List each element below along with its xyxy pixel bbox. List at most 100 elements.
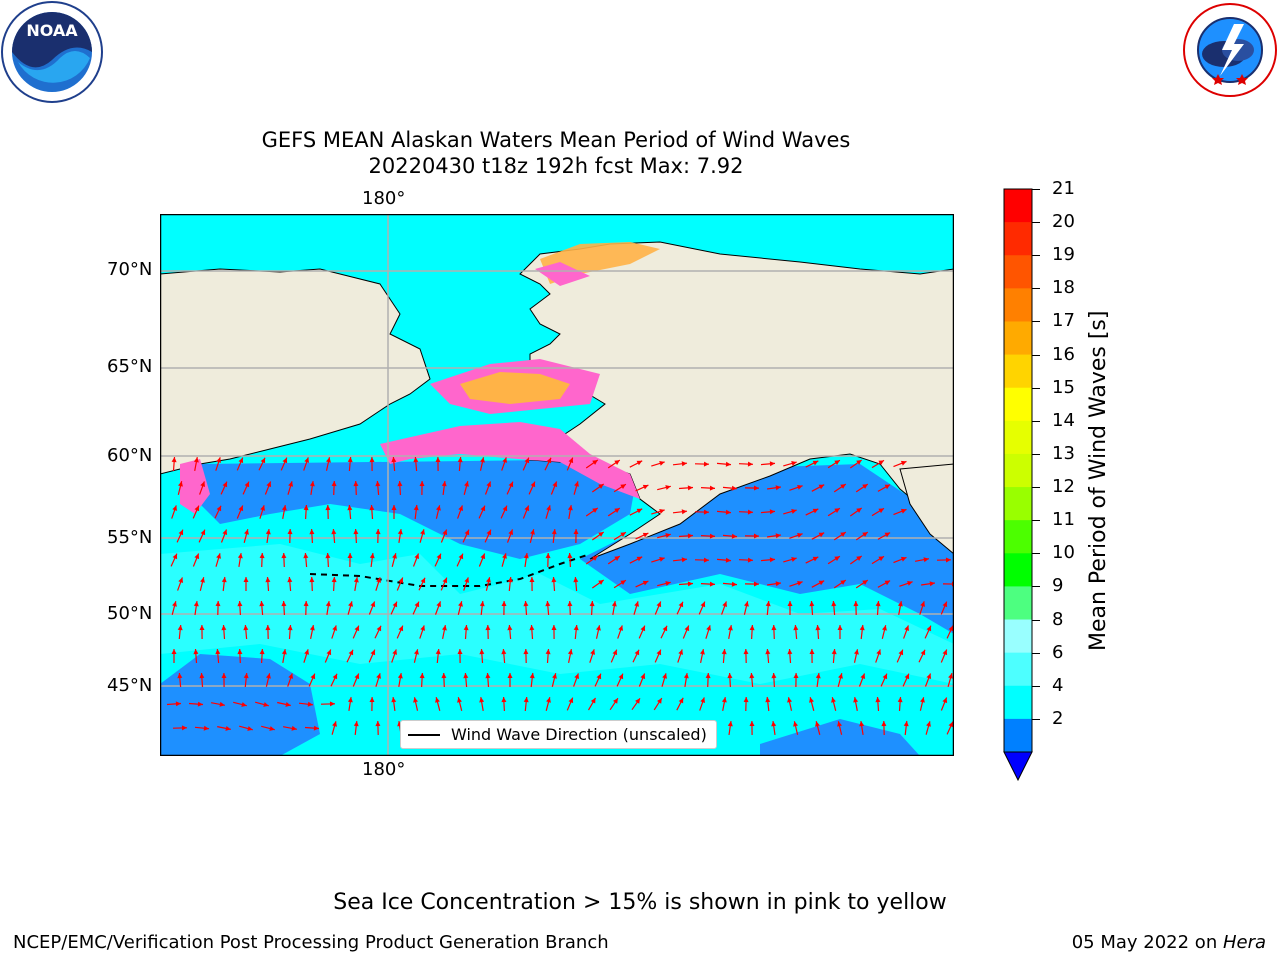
wind-wave-arrowhead <box>291 725 297 731</box>
wind-wave-arrowhead <box>642 484 649 490</box>
colorbar-tick-mark <box>1032 685 1040 687</box>
wind-wave-arrowhead <box>809 601 815 607</box>
wind-wave-arrowhead <box>731 533 737 539</box>
wind-wave-arrowhead <box>288 673 293 679</box>
wind-wave-arrowhead <box>598 484 604 489</box>
wind-wave-arrowhead <box>809 649 815 654</box>
wind-wave-arrowhead <box>797 581 803 586</box>
wind-wave-arrowhead <box>838 673 843 679</box>
wind-wave-arrowhead <box>634 649 640 656</box>
wind-wave-arrowhead <box>441 673 447 679</box>
wind-wave-arrowhead <box>596 673 602 680</box>
wind-wave-arrowhead <box>678 697 684 704</box>
wind-wave-arrowhead <box>793 625 799 631</box>
wind-wave-arrowhead <box>700 697 705 703</box>
wind-wave-arrowhead <box>769 461 775 467</box>
wind-wave-arrowhead <box>464 529 470 536</box>
lat-label-45: 45°N <box>107 675 153 696</box>
wind-wave-arrowhead <box>598 580 604 585</box>
wind-wave-arrows <box>166 456 954 736</box>
wind-wave-arrowhead <box>215 601 221 607</box>
colorbar-tick-mark <box>1032 255 1040 257</box>
wind-wave-arrowhead <box>479 649 485 655</box>
wind-wave-arrowhead <box>853 697 859 703</box>
wind-wave-arrowhead <box>392 553 397 559</box>
wind-wave-arrowhead <box>247 726 253 731</box>
wind-wave-arrowhead <box>568 457 574 464</box>
colorbar-tick-label: 14 <box>1052 409 1075 431</box>
wind-wave-arrowhead <box>636 460 643 466</box>
colorbar-swatch <box>1004 222 1032 256</box>
colorbar-tick-mark <box>1032 387 1040 389</box>
sea-ice-west <box>180 459 210 514</box>
wind-wave-arrowhead <box>765 697 771 703</box>
wind-wave-arrowhead <box>480 505 486 512</box>
wind-wave-arrowhead <box>332 625 337 631</box>
wind-wave-arrowhead <box>347 553 353 558</box>
wind-wave-arrowhead <box>598 532 604 537</box>
wind-wave-arrowhead <box>193 649 199 655</box>
colorbar-tick-label: 17 <box>1052 310 1075 332</box>
wind-wave-arrowhead <box>524 505 530 512</box>
wind-wave-arrowhead <box>237 649 243 655</box>
colorbar-swatch <box>1004 487 1032 521</box>
wind-wave-arrowhead <box>589 601 595 607</box>
wind-wave-arrowhead <box>265 577 271 583</box>
wind-wave-arrowhead <box>765 649 771 655</box>
wind-wave-arrowhead <box>458 553 464 560</box>
wind-wave-arrowhead <box>831 697 836 703</box>
colorbar-swatch <box>1004 321 1032 356</box>
wind-wave-arrowhead <box>486 529 492 536</box>
colorbar-swatch <box>1004 189 1032 223</box>
wind-wave-arrowhead <box>700 649 705 655</box>
wind-wave-arrowhead <box>923 557 929 563</box>
lat-label-70: 70°N <box>107 259 153 280</box>
wind-wave-arrowhead <box>747 461 753 467</box>
wind-wave-arrowhead <box>442 625 447 631</box>
wind-wave-arrowhead <box>754 485 759 491</box>
wind-wave-arrowhead <box>436 553 442 560</box>
lon-label-bottom: 180° <box>362 759 406 780</box>
wind-wave-arrowhead <box>332 673 338 680</box>
wind-wave-arrowhead <box>840 580 846 585</box>
wind-wave-arrowhead <box>221 673 227 678</box>
wind-wave-arrowhead <box>501 601 507 606</box>
wind-wave-arrowhead <box>687 485 693 491</box>
wind-wave-arrowhead <box>354 625 360 632</box>
ocean-region-southwest <box>160 654 320 756</box>
wind-wave-arrowhead <box>812 460 819 466</box>
wind-wave-arrowhead <box>945 557 951 563</box>
wind-wave-arrowhead <box>596 625 601 631</box>
wind-wave-arrowhead <box>529 577 535 582</box>
wind-wave-arrowhead <box>884 532 891 538</box>
wind-wave-arrowhead <box>413 505 419 511</box>
wind-wave-arrowhead <box>435 457 441 462</box>
wind-wave-arrowhead <box>618 673 624 680</box>
wind-wave-arrowhead <box>244 529 249 535</box>
wind-wave-arrowhead <box>727 721 733 727</box>
wind-wave-arrowhead <box>897 601 903 607</box>
wind-wave-arrowhead <box>259 601 265 607</box>
wind-wave-arrowhead <box>480 457 485 463</box>
wind-wave-arrowhead <box>181 725 187 731</box>
wind-wave-arrowhead <box>681 557 687 563</box>
wind-wave-arrowhead <box>178 529 184 536</box>
wind-wave-arrowhead <box>376 577 381 583</box>
wind-wave-arrowhead <box>942 601 948 608</box>
wind-wave-arrowhead <box>854 649 859 655</box>
wind-wave-arrowhead <box>172 553 178 560</box>
wind-wave-arrowhead <box>815 721 820 727</box>
wind-wave-arrowhead <box>574 481 579 487</box>
wind-wave-arrowhead <box>281 553 287 559</box>
wind-wave-arrowhead <box>419 673 425 679</box>
wind-wave-arrowhead <box>749 625 755 631</box>
wind-wave-arrowhead <box>348 601 353 607</box>
wind-wave-arrowhead <box>501 697 507 703</box>
wind-wave-arrowhead <box>171 649 177 654</box>
wind-wave-arrowhead <box>523 649 529 655</box>
wind-wave-arrowhead <box>172 601 177 607</box>
wind-wave-arrowhead <box>348 649 354 656</box>
colorbar-tick-label: 9 <box>1052 575 1064 597</box>
wind-wave-arrowhead <box>749 721 755 726</box>
wind-wave-arrowhead <box>266 481 272 488</box>
